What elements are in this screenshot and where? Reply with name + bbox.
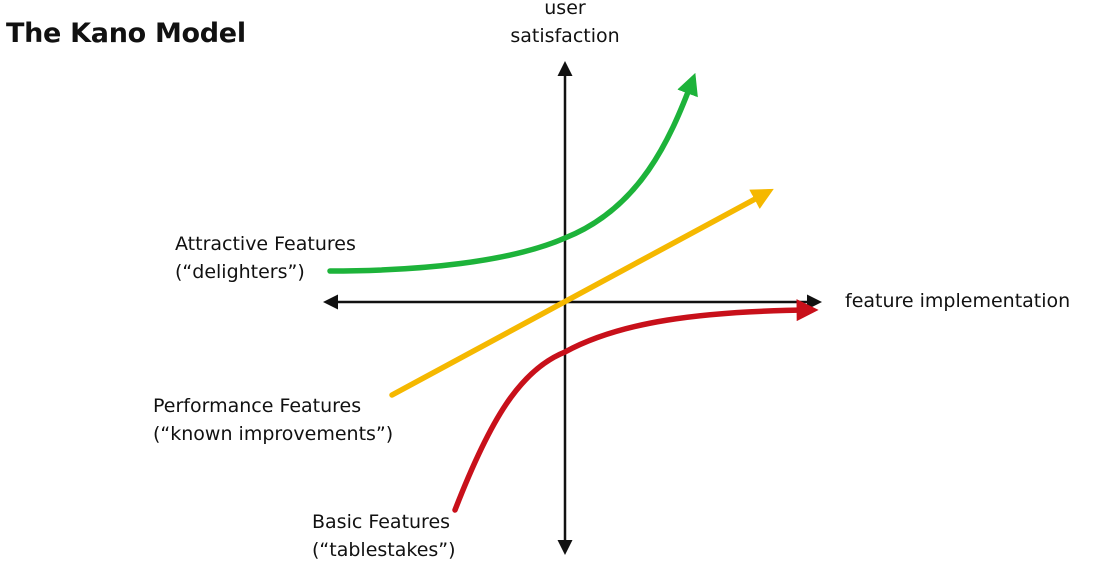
basic-features-name: Basic Features	[312, 511, 451, 533]
performance-features-curve	[389, 188, 774, 398]
x-axis-label: feature implementation	[845, 290, 1071, 312]
performance-features-subtitle: (“known improvements”)	[153, 423, 394, 445]
diagram-title: The Kano Model	[6, 18, 246, 49]
basic-features-subtitle: (“tablestakes”)	[312, 539, 456, 561]
y-axis-label-line1: user	[544, 0, 586, 19]
attractive-features-curve	[327, 72, 698, 274]
y-axis-label: user satisfaction	[470, 0, 660, 50]
attractive-features-name: Attractive Features	[175, 233, 356, 255]
performance-features-name: Performance Features	[153, 395, 362, 417]
performance-features-label: Performance Features (“known improvement…	[153, 392, 393, 448]
basic-features-curve	[452, 299, 819, 513]
attractive-features-label: Attractive Features (“delighters”)	[175, 230, 356, 286]
y-axis-label-line2: satisfaction	[510, 25, 620, 47]
basic-features-label: Basic Features (“tablestakes”)	[312, 508, 456, 564]
attractive-features-subtitle: (“delighters”)	[175, 261, 305, 283]
